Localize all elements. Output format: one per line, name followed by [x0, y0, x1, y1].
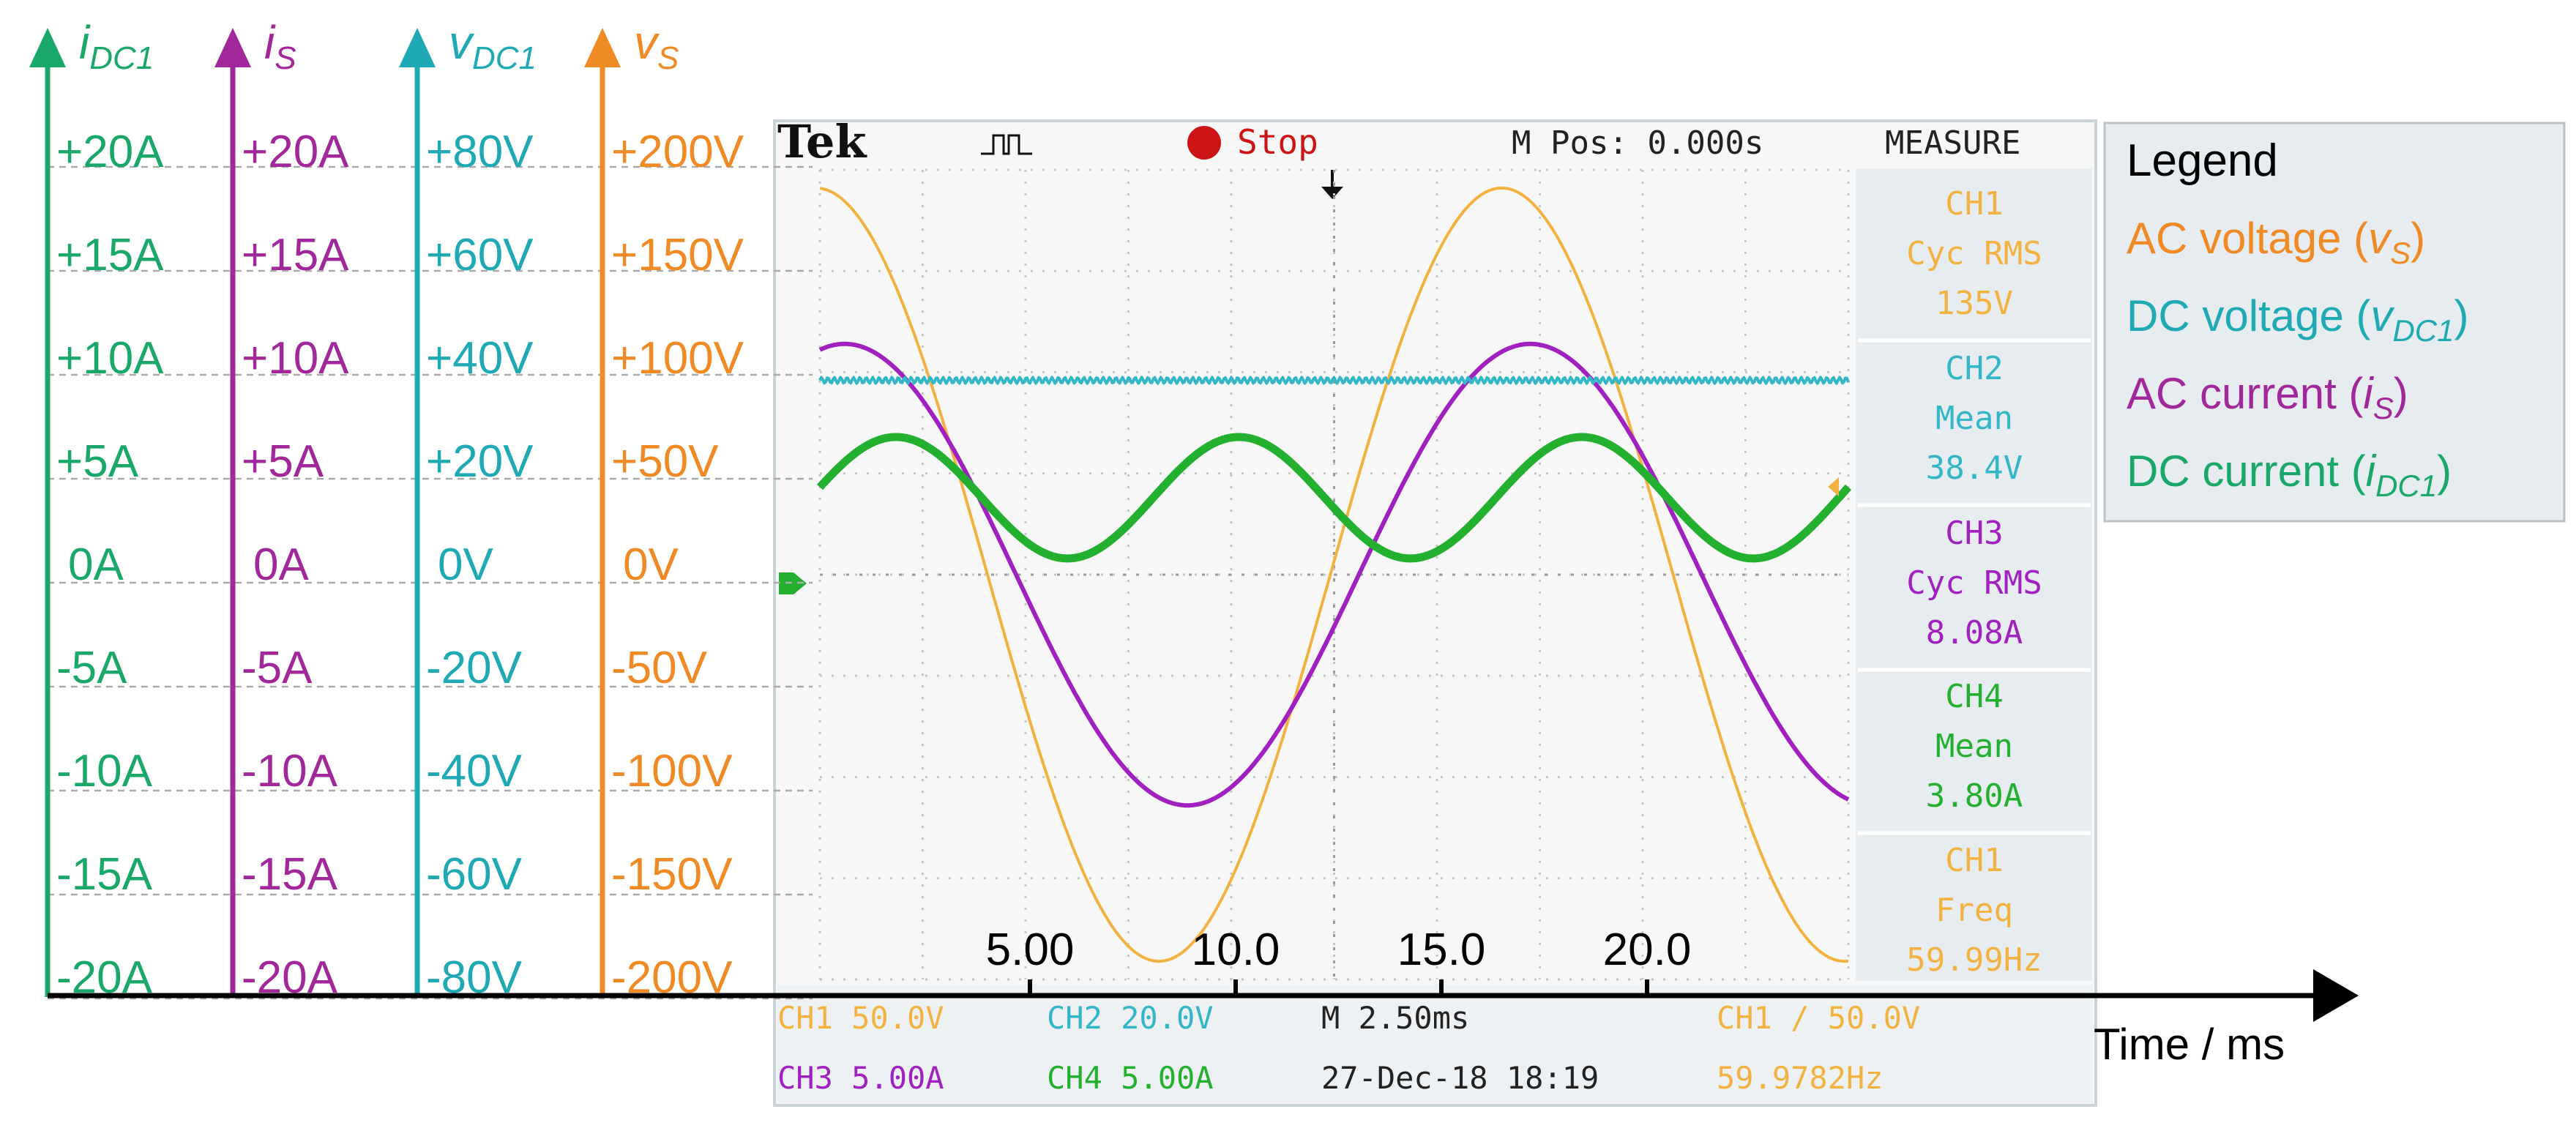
- time-tick-label: 10.0: [1192, 925, 1280, 975]
- axis-tick-i_s: +20A: [242, 127, 349, 177]
- axis-tick-i_dc1: -15A: [56, 849, 153, 900]
- legend-title: Legend: [2127, 135, 2278, 186]
- axis-tick-v_s: -50V: [611, 643, 708, 693]
- trigger-level-marker: [1828, 477, 1839, 496]
- measure-readout-line: Freq: [1935, 892, 2013, 929]
- trace-ac-current: [818, 341, 1850, 808]
- axis-tick-v_s: -150V: [611, 849, 733, 900]
- scope-mpos: M Pos: 0.000s: [1512, 124, 1763, 162]
- measure-readout-line: CH2: [1945, 350, 2003, 387]
- axis-label-i_s: iS: [264, 16, 296, 76]
- footer-ch2: CH2 20.0V: [1047, 1000, 1214, 1036]
- measure-readout-line: CH1: [1945, 185, 2003, 223]
- axis-tick-v_dc1: +60V: [426, 230, 534, 280]
- time-tick-label: 20.0: [1603, 925, 1692, 975]
- time-axis-ticks: 5.00 10.0 15.0 20.0: [986, 925, 1692, 996]
- axis-tick-i_s: +5A: [242, 436, 324, 487]
- time-tick-label: 5.00: [986, 925, 1075, 975]
- axis-tick-i_s: -5A: [242, 643, 313, 693]
- axis-arrowhead-i_s: [214, 28, 251, 67]
- measure-readout-line: 38.4V: [1926, 449, 2023, 487]
- measure-readout-line: 8.08A: [1926, 614, 2023, 652]
- scope-grid: [818, 168, 1850, 981]
- axis-tick-v_s: +100V: [611, 333, 744, 384]
- measure-readouts: CH1 Cyc RMS 135V CH2 Mean 38.4V CH3 Cyc RMS 8.08…: [1858, 185, 2091, 979]
- axis-tick-i_s: -10A: [242, 746, 338, 796]
- axis-tick-i_s: -15A: [242, 849, 338, 900]
- scope-brand: Tek: [777, 115, 867, 168]
- axis-tick-i_dc1: +20A: [56, 127, 164, 177]
- scope-footer: [777, 985, 2093, 1103]
- axis-tick-v_dc1: -60V: [426, 849, 523, 900]
- axis-tick-i_dc1: -10A: [56, 746, 153, 796]
- axis-tick-v_dc1: -40V: [426, 746, 523, 796]
- axis-tick-i_dc1: +5A: [56, 436, 139, 487]
- axis-arrowhead-i_dc1: [29, 28, 66, 67]
- footer-ch4: CH4 5.00A: [1047, 1060, 1214, 1096]
- axis-label-v_dc1: vDC1: [449, 16, 537, 76]
- traces: [816, 186, 1852, 963]
- measure-panel: [1856, 168, 2092, 981]
- measure-readout-line: 135V: [1935, 285, 2013, 322]
- axis-tick-i_dc1: -5A: [56, 643, 127, 693]
- measure-readout-line: Cyc RMS: [1906, 564, 2042, 602]
- axis-tick-i_dc1: 0A: [68, 540, 124, 590]
- axis-tick-i_dc1: +15A: [56, 230, 164, 280]
- footer-timebase: M 2.50ms: [1321, 1000, 1469, 1036]
- axis-tick-i_dc1: +10A: [56, 333, 164, 384]
- legend-item: AC voltage (vS): [2127, 214, 2425, 270]
- axis-tick-v_dc1: 0V: [438, 540, 493, 590]
- footer-trigger: CH1 ∕ 50.0V: [1717, 1000, 1920, 1036]
- measure-readout-line: Cyc RMS: [1906, 235, 2042, 272]
- measure-readout-line: 59.99Hz: [1906, 941, 2042, 979]
- axis-arrowhead-v_dc1: [399, 28, 436, 67]
- axis-arrowhead-v_s: [584, 28, 621, 67]
- measure-readout-line: 3.80A: [1926, 777, 2023, 815]
- trigger-status-icon: [981, 134, 1032, 155]
- footer-ch1: CH1 50.0V: [777, 1000, 944, 1036]
- measure-readout-line: CH1: [1945, 842, 2003, 879]
- time-axis-label: Time / ms: [2094, 1020, 2285, 1069]
- axis-tick-v_s: -100V: [611, 746, 733, 796]
- axis-tick-v_s: +150V: [611, 230, 744, 280]
- axis-tick-v_dc1: +80V: [426, 127, 534, 177]
- stop-icon: [1187, 126, 1221, 160]
- measure-readout-line: CH3: [1945, 515, 2003, 552]
- measure-title: MEASURE: [1885, 124, 2020, 162]
- axis-tick-v_s: +50V: [611, 436, 719, 487]
- legend-item: DC voltage (vDC1): [2127, 291, 2468, 348]
- axis-label-v_s: vS: [634, 16, 679, 76]
- footer-date: 27-Dec-18 18:19: [1321, 1060, 1599, 1096]
- measure-readout-line: CH4: [1945, 678, 2003, 715]
- time-tick-label: 15.0: [1397, 925, 1486, 975]
- trace-dc-voltage: [818, 376, 1850, 385]
- axis-tick-i_s: +15A: [242, 230, 349, 280]
- ch4-ground-marker: [779, 572, 807, 594]
- scope-stop-label: Stop: [1237, 122, 1318, 162]
- legend-items: AC voltage (vS) DC voltage (vDC1) AC curre…: [2127, 214, 2468, 503]
- axis-tick-i_s: 0A: [253, 540, 309, 590]
- trace-ac-voltage: [819, 186, 1849, 963]
- time-axis-arrowhead: [2313, 969, 2359, 1022]
- footer-ch3: CH3 5.00A: [777, 1060, 944, 1096]
- axis-tick-v_s: 0V: [623, 540, 679, 590]
- trigger-position-icon: [1321, 187, 1343, 199]
- legend-item: AC current (iS): [2127, 369, 2408, 425]
- measure-readout-line: Mean: [1935, 728, 2013, 765]
- trace-dc-current: [816, 433, 1852, 563]
- legend-box: [2103, 122, 2566, 523]
- axis-tick-v_s: +200V: [611, 127, 744, 177]
- axis-tick-v_dc1: +20V: [426, 436, 534, 487]
- axis-label-i_dc1: iDC1: [79, 16, 154, 76]
- legend-item: DC current (iDC1): [2127, 447, 2452, 503]
- axis-tick-v_dc1: +40V: [426, 333, 534, 384]
- axis-tick-i_s: +10A: [242, 333, 349, 384]
- axis-tick-v_dc1: -20V: [426, 643, 523, 693]
- measure-readout-line: Mean: [1935, 400, 2013, 437]
- left-axes: iDC1+20A+15A+10A+5A0A-5A-10A-15A-20AiS+2…: [29, 16, 813, 1003]
- footer-freq: 59.9782Hz: [1717, 1060, 1884, 1096]
